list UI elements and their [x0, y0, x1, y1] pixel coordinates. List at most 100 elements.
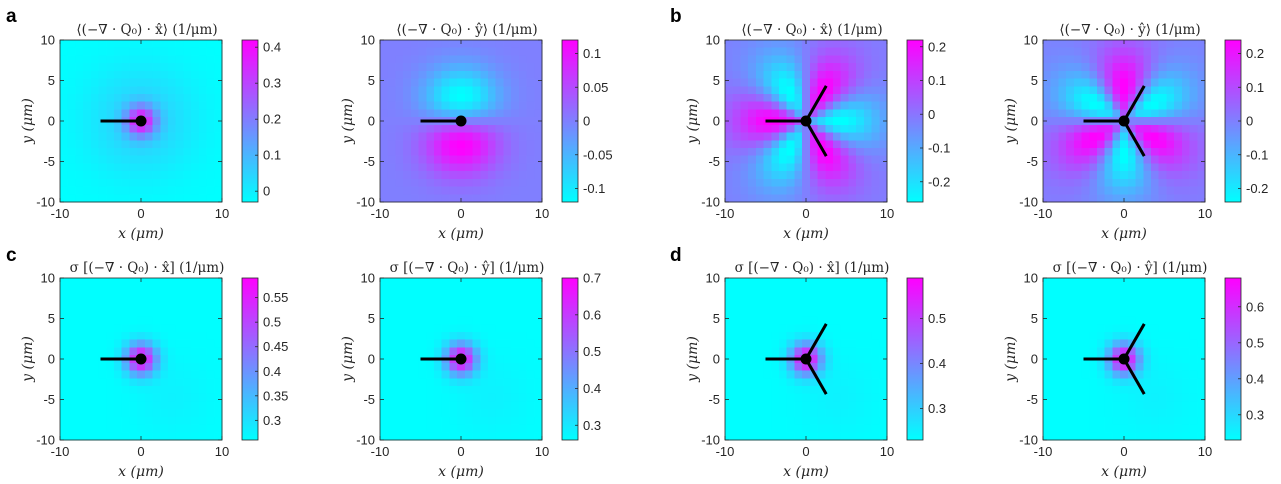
heatmap-cell — [403, 324, 412, 333]
heatmap-cell — [183, 163, 192, 172]
heatmap-cell — [395, 316, 404, 325]
heatmap-cell — [763, 386, 772, 395]
heatmap-cell — [809, 55, 819, 64]
heatmap-cell — [426, 109, 435, 118]
heatmap-cell — [526, 186, 535, 195]
heatmap-cell — [809, 293, 819, 302]
heatmap-cell — [1158, 370, 1168, 379]
heatmap-cell — [418, 393, 427, 403]
heatmap-cell — [1104, 324, 1114, 333]
heatmap-cell — [1197, 47, 1206, 57]
heatmap-cell — [114, 163, 123, 172]
heatmap-cell — [168, 70, 177, 80]
heatmap-cell — [1089, 285, 1098, 295]
heatmap-cell — [1120, 370, 1129, 379]
heatmap-cell — [198, 40, 208, 49]
heatmap-cell — [779, 386, 788, 395]
heatmap-cell — [1089, 163, 1098, 172]
heatmap-cell — [206, 132, 215, 141]
heatmap-cell — [410, 163, 420, 172]
heatmap-cell — [503, 140, 512, 149]
heatmap-cell — [387, 293, 397, 302]
heatmap-cell — [534, 339, 543, 349]
heatmap-cell — [863, 47, 873, 57]
panel-letter-a: a — [6, 6, 17, 27]
heatmap-cell — [534, 70, 543, 80]
heatmap-cell — [121, 285, 131, 295]
colorbar-tick-label: 0.5 — [1246, 335, 1264, 350]
heatmap-cell — [740, 55, 749, 64]
heatmap-cell — [1120, 163, 1129, 172]
heatmap-cell — [206, 40, 215, 49]
heatmap-cell — [449, 339, 458, 349]
heatmap-cell — [488, 101, 497, 111]
heatmap-cell — [817, 63, 826, 72]
heatmap-cell — [1043, 424, 1052, 433]
heatmap-cell — [175, 40, 185, 49]
colorbar — [561, 277, 579, 441]
heatmap-cell — [488, 124, 497, 134]
heatmap-cell — [206, 155, 215, 165]
heatmap-cell — [840, 86, 850, 95]
heatmap-cell — [1166, 140, 1175, 149]
heatmap-cell — [1174, 124, 1183, 134]
heatmap-cell — [794, 409, 803, 418]
heatmap-cell — [1043, 324, 1052, 333]
heatmap-cell — [817, 117, 826, 126]
heatmap-cell — [809, 78, 819, 87]
heatmap-cell — [732, 70, 742, 80]
heatmap-cell — [67, 393, 77, 403]
heatmap-cell — [114, 308, 123, 318]
heatmap-cell — [168, 101, 177, 111]
heatmap-cell — [1058, 94, 1067, 103]
heatmap-cell — [495, 332, 505, 341]
heatmap-cell — [825, 324, 834, 333]
heatmap-cell — [833, 316, 842, 325]
heatmap-cell — [1097, 140, 1106, 149]
heatmap-cell — [771, 109, 780, 118]
heatmap-cell — [137, 163, 146, 172]
heatmap-cell — [503, 409, 512, 418]
heatmap-cell — [175, 163, 185, 172]
heatmap-cell — [418, 301, 427, 310]
heatmap-cell — [809, 355, 819, 364]
heatmap-cell — [503, 86, 512, 95]
heatmap-cell — [1112, 101, 1121, 111]
heatmap-cell — [1104, 132, 1114, 141]
heatmap-cell — [191, 378, 200, 387]
heatmap-cell — [863, 109, 873, 118]
heatmap-cell — [1058, 101, 1067, 111]
heatmap-cell — [1166, 186, 1175, 195]
heatmap-cell — [740, 63, 749, 72]
heatmap-cell — [779, 55, 788, 64]
heatmap-cell — [1073, 278, 1083, 287]
heatmap-cell — [817, 148, 826, 157]
heatmap-cell — [410, 347, 420, 356]
heatmap-cell — [1174, 140, 1183, 149]
heatmap-cell — [160, 355, 169, 364]
heatmap-cell — [840, 163, 850, 172]
heatmap-cell — [1066, 117, 1075, 126]
heatmap-cell — [168, 55, 177, 64]
heatmap-cell — [67, 347, 77, 356]
heatmap-cell — [1174, 101, 1183, 111]
heatmap-cell — [779, 432, 788, 441]
heatmap-cell — [856, 332, 865, 341]
heatmap-cell — [75, 409, 84, 418]
heatmap-cell — [1081, 339, 1090, 349]
heatmap-cell — [1189, 132, 1198, 141]
heatmap-cell — [755, 370, 765, 379]
heatmap-cell — [794, 386, 803, 395]
heatmap-cell — [387, 109, 397, 118]
heatmap-cell — [60, 171, 69, 180]
heatmap-cell — [740, 301, 749, 310]
heatmap-cell — [395, 178, 404, 188]
heatmap-cell — [1097, 86, 1106, 95]
heatmap-cell — [1120, 171, 1129, 180]
heatmap-cell — [1050, 355, 1060, 364]
heatmap-cell — [488, 178, 497, 188]
heatmap-cell — [833, 362, 842, 372]
heatmap-cell — [1181, 370, 1191, 379]
heatmap-cell — [1174, 94, 1183, 103]
heatmap-cell — [779, 171, 788, 180]
